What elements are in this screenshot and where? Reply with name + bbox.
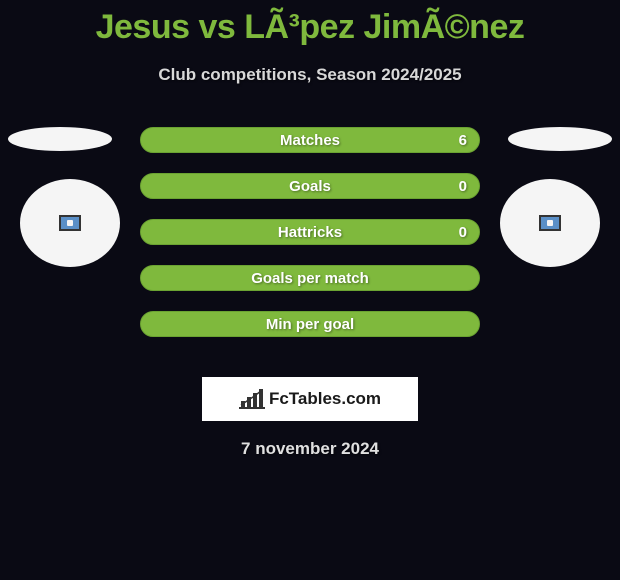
badge-left-inner-icon bbox=[59, 215, 81, 231]
stat-bar: Hattricks 0 bbox=[140, 219, 480, 245]
stat-bar: Min per goal bbox=[140, 311, 480, 337]
logo-box: FcTables.com bbox=[202, 377, 418, 421]
date-text: 7 november 2024 bbox=[0, 439, 620, 459]
flag-right-oval bbox=[508, 127, 612, 151]
stat-label: Matches bbox=[280, 132, 340, 149]
logo-trend-line-icon bbox=[239, 389, 265, 409]
page-title: Jesus vs LÃ³pez JimÃ©nez bbox=[0, 0, 620, 47]
stat-bars-container: Matches 6 Goals 0 Hattricks 0 Goals per … bbox=[140, 127, 480, 337]
content-area: Matches 6 Goals 0 Hattricks 0 Goals per … bbox=[0, 127, 620, 357]
stat-label: Goals per match bbox=[251, 270, 369, 287]
stat-bar: Goals per match bbox=[140, 265, 480, 291]
stat-label: Hattricks bbox=[278, 224, 342, 241]
logo-text: FcTables.com bbox=[269, 389, 381, 409]
stat-value: 0 bbox=[459, 224, 467, 241]
flag-left-oval bbox=[8, 127, 112, 151]
badge-left-dot bbox=[67, 220, 73, 226]
badge-left bbox=[20, 179, 120, 267]
subtitle: Club competitions, Season 2024/2025 bbox=[0, 65, 620, 85]
badge-right-inner-icon bbox=[539, 215, 561, 231]
stat-value: 6 bbox=[459, 132, 467, 149]
stat-bar: Matches 6 bbox=[140, 127, 480, 153]
stat-label: Min per goal bbox=[266, 316, 354, 333]
badge-right bbox=[500, 179, 600, 267]
stat-value: 0 bbox=[459, 178, 467, 195]
logo-chart-icon bbox=[239, 389, 265, 409]
badge-right-dot bbox=[547, 220, 553, 226]
stat-label: Goals bbox=[289, 178, 331, 195]
stat-bar: Goals 0 bbox=[140, 173, 480, 199]
